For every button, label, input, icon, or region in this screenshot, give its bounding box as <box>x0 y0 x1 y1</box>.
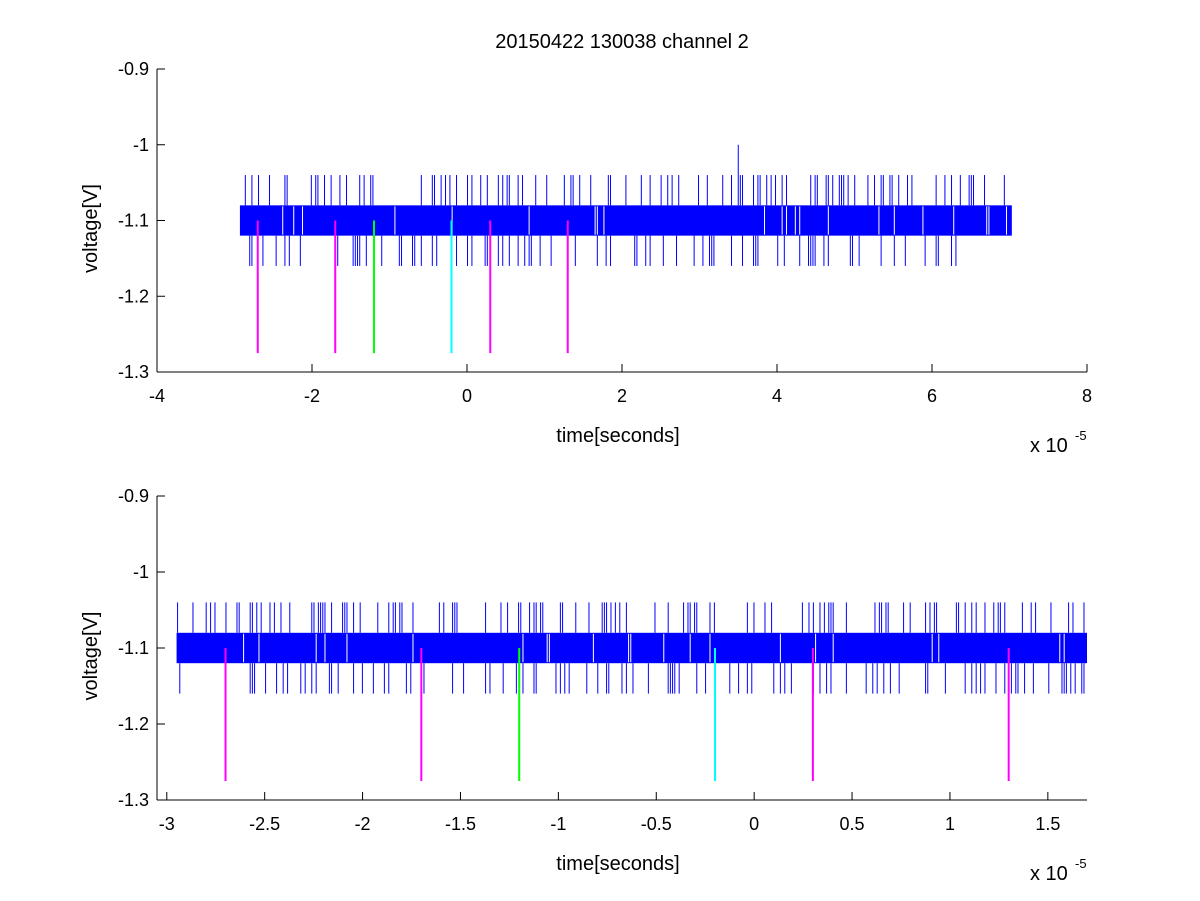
axes-1-y-axis-label: voltage[V] <box>80 612 102 701</box>
axes-1-x-tick-label: 1 <box>945 814 955 834</box>
axes-1-x-axis-label: time[seconds] <box>556 853 679 875</box>
axes-0-x-axis-label: time[seconds] <box>556 425 679 447</box>
axes-1-x-tick-label: 1.5 <box>1035 814 1060 834</box>
axes-0-signal-band <box>239 205 1012 236</box>
axes-0-x-tick-label: 4 <box>772 386 782 406</box>
axes-1-x-tick-label: 0.5 <box>840 814 865 834</box>
axes-1-x-tick-label: -2.5 <box>249 814 280 834</box>
axes-1-y-tick-label: -1.1 <box>118 638 149 658</box>
axes-1-x-tick-label: -1.5 <box>445 814 476 834</box>
axes-1-signal-band <box>176 632 1087 664</box>
axes-1-x-tick-label: -2 <box>355 814 371 834</box>
axes-0-x-tick-label: -4 <box>149 386 165 406</box>
axes-0-x-multiplier-exponent: -5 <box>1075 428 1087 443</box>
axes-1-y-tick-label: -1.3 <box>118 790 149 810</box>
axes-0-x-multiplier: x 10 <box>1030 435 1068 457</box>
axes-0-y-tick-label: -0.9 <box>118 59 149 79</box>
axes-0-x-tick-label: -2 <box>304 386 320 406</box>
axes-0-y-tick-label: -1.2 <box>118 286 149 306</box>
axes-1-x-tick-label: -1 <box>550 814 566 834</box>
axes-1-y-tick-label: -0.9 <box>118 486 149 506</box>
axes-0-y-tick-label: -1.3 <box>118 362 149 382</box>
axes-1-x-tick-label: 0 <box>749 814 759 834</box>
axes-0-y-tick-label: -1 <box>133 135 149 155</box>
axes-0-y-axis-label: voltage[V] <box>80 184 102 273</box>
axes-1-x-tick-label: -0.5 <box>641 814 672 834</box>
axes-1-y-tick-label: -1.2 <box>118 714 149 734</box>
bottom-axes: -1.3 -1.2 -1.1 -1 -0.9 -3 -2.5 -2 -1.5 -1 -0.5 0 0.5… <box>80 486 1087 885</box>
axes-0-x-tick-label: 6 <box>927 386 937 406</box>
axes-0-series-0 <box>239 144 1012 266</box>
axes-0-x-tick-label: 2 <box>617 386 627 406</box>
axes-0-y-tick-label: -1.1 <box>118 211 149 231</box>
axes-0-x-tick-label: 0 <box>462 386 472 406</box>
axes-1-x-multiplier: x 10 <box>1030 863 1068 885</box>
axes-1-x-multiplier-exponent: -5 <box>1075 856 1087 871</box>
figure-title: 20150422 130038 channel 2 <box>495 31 749 53</box>
axes-1-x-tick-label: -3 <box>159 814 175 834</box>
axes-0-x-tick-label: 8 <box>1082 386 1092 406</box>
top-axes: -1.3 -1.2 -1.1 -1 -0.9 -4 -2 0 2 4 6 8 time[seconds]… <box>80 59 1092 457</box>
axes-1-y-tick-label: -1 <box>133 562 149 582</box>
axes-1-series-0 <box>176 602 1087 694</box>
